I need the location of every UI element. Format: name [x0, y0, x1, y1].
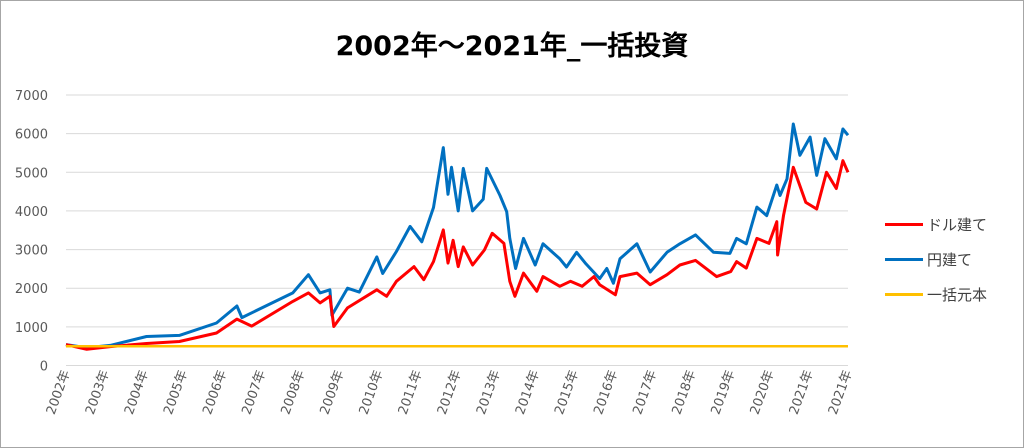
x-tick-label: 2020年: [748, 368, 778, 416]
y-tick-label: 7000: [15, 89, 48, 104]
x-tick-label: 2015年: [552, 368, 582, 416]
x-tick-label: 2008年: [278, 368, 308, 416]
x-tick-label: 2011年: [396, 368, 426, 416]
y-tick-label: 1000: [15, 321, 48, 336]
legend-item-yen: 円建て: [885, 249, 972, 270]
x-tick-label: 2012年: [435, 368, 465, 416]
series-line-0: [65, 159, 850, 351]
y-tick-label: 0: [40, 360, 48, 375]
x-tick-label: 2002年: [44, 368, 74, 416]
x-tick-label: 2013年: [474, 368, 504, 416]
legend-label: 円建て: [927, 251, 973, 269]
x-tick-label: 2021年: [787, 368, 817, 416]
x-tick-label: 2021年: [826, 368, 856, 416]
x-tick-label: 2017年: [630, 368, 660, 416]
legend-label: ドル建て: [927, 216, 988, 234]
x-tick-label: 2010年: [357, 368, 387, 416]
legend-swatch: [885, 293, 923, 296]
x-tick-label: 2005年: [161, 368, 191, 416]
x-tick-label: 2016年: [591, 368, 621, 416]
x-tick-label: 2004年: [122, 368, 152, 416]
y-tick-label: 4000: [15, 205, 48, 220]
y-tick-label: 2000: [15, 282, 48, 297]
y-tick-label: 5000: [15, 166, 48, 181]
x-tick-label: 2007年: [239, 368, 269, 416]
legend-item-dollar: ドル建て: [885, 214, 987, 235]
series-line-1: [65, 122, 850, 350]
legend-swatch: [885, 258, 923, 261]
legend-label: 一括元本: [927, 286, 988, 304]
x-tick-label: 2018年: [669, 368, 699, 416]
y-tick-label: 6000: [15, 128, 48, 143]
x-tick-label: 2009年: [318, 368, 348, 416]
chart-title: 2002年～2021年_一括投資: [335, 31, 689, 62]
legend-swatch: [885, 223, 923, 226]
y-tick-label: 3000: [15, 244, 48, 259]
x-tick-label: 2006年: [200, 368, 230, 416]
x-tick-label: 2019年: [709, 368, 739, 416]
legend-item-principal: 一括元本: [885, 284, 987, 305]
x-tick-label: 2003年: [83, 368, 113, 416]
x-tick-label: 2014年: [513, 368, 543, 416]
